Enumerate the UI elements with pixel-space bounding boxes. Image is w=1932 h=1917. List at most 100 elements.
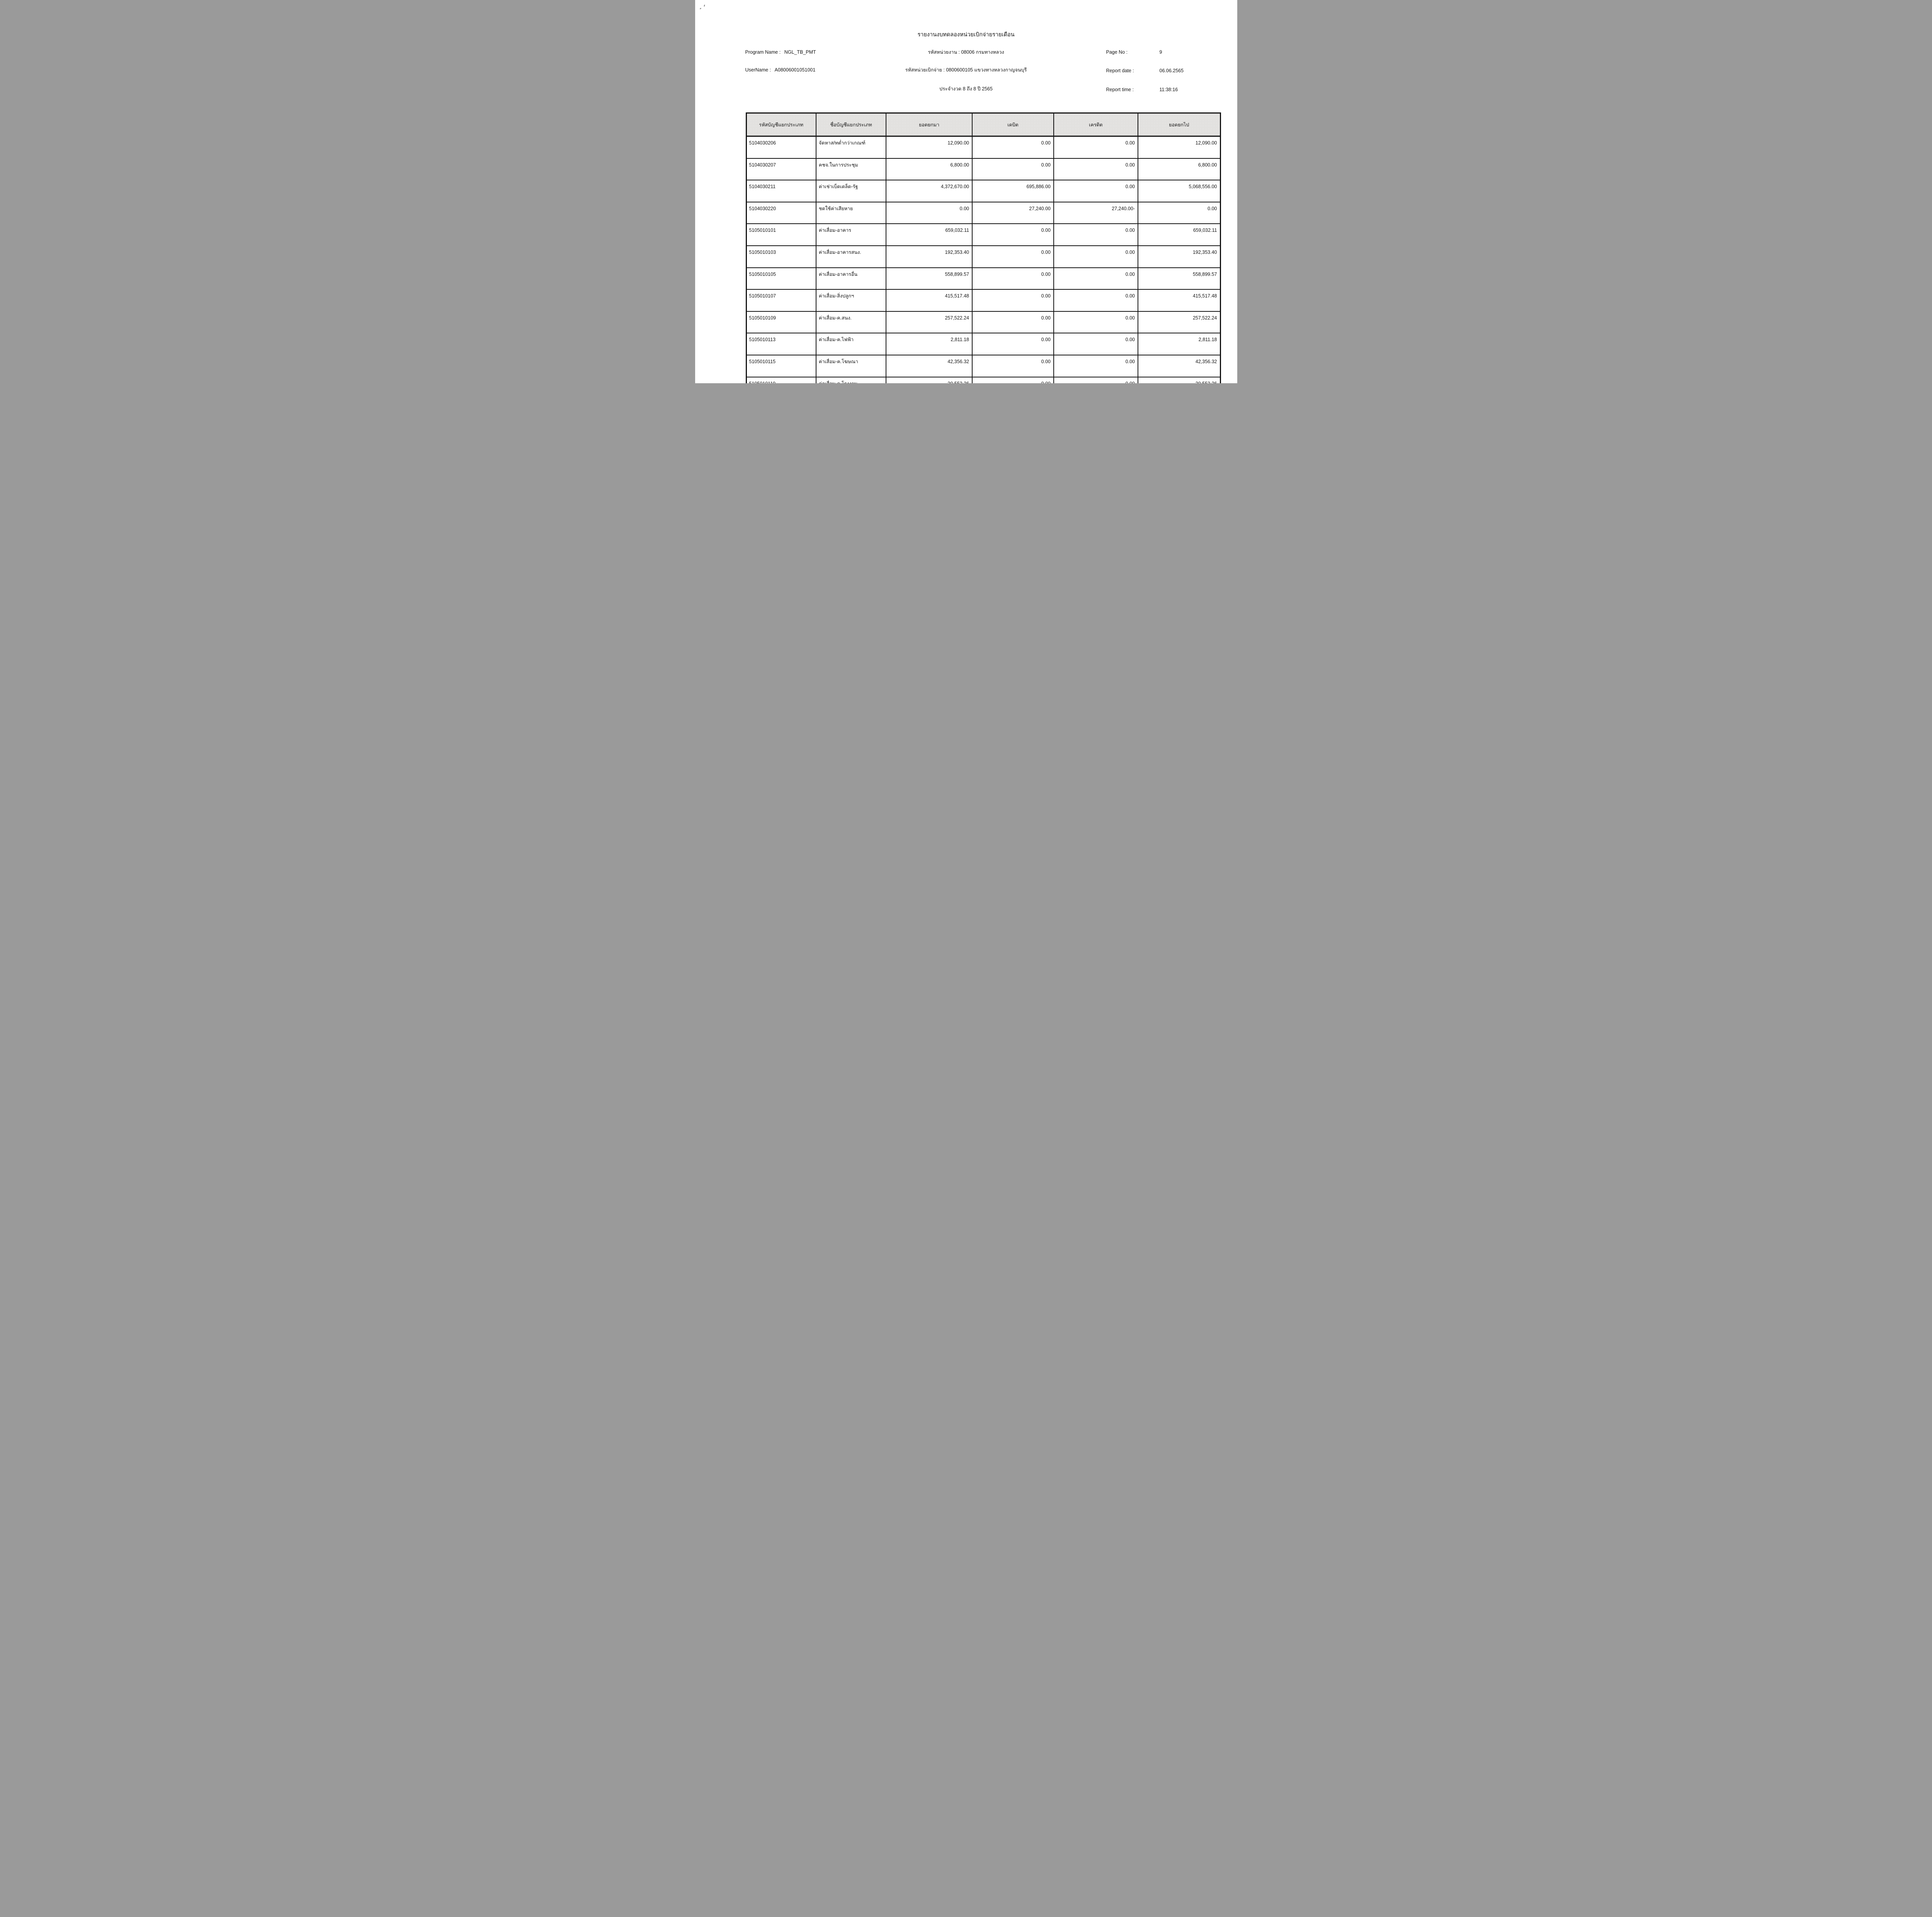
report-time-label: Report time :	[1106, 87, 1134, 92]
opening-balance-cell: 659,032.11	[886, 223, 973, 246]
table-row: 5104030206 จัดหาส/ทต่ำกว่าเกณฑ์ 12,090.00 0…	[746, 136, 1221, 159]
page-no-label: Page No :	[1106, 49, 1128, 55]
account-code-cell: 5105010119	[746, 376, 816, 383]
closing-balance-cell: 2,811.18	[1138, 333, 1221, 355]
account-code-cell: 5105010105	[746, 267, 816, 290]
table-row: 5105010119ค่าเสื่อม-ค.โรงงาน30,552.260.0…	[746, 376, 1221, 383]
disbursement-unit-line: รหัสหน่วยเบิกจ่าย : 0800600105 แขวงทางหล…	[905, 67, 1027, 73]
credit-cell: 0.00	[1053, 333, 1138, 355]
debit-cell: 695,886.00	[972, 180, 1054, 202]
table-row: 5105010103 ค่าเสื่อม-อาคารสนง. 192,353.40 0…	[746, 245, 1221, 268]
column-header: ยอดยกมา	[886, 112, 973, 137]
closing-balance-cell: 42,356.32	[1138, 354, 1221, 377]
account-name-cell: ค่าเสื่อม-ค.สนง.	[816, 311, 886, 334]
account-name-cell: ชดใช้ค่าเสียหาย	[816, 201, 886, 224]
opening-balance-cell: 0.00	[886, 201, 973, 224]
closing-balance-cell: 192,353.40	[1138, 245, 1221, 268]
opening-balance-cell: 2,811.18	[886, 333, 973, 355]
account-name-cell: ค่าเสื่อม-ค.โรงงาน	[816, 376, 886, 383]
report-page: รายงานงบทดลองหน่วยเบิกจ่ายรายเดือน Progr…	[695, 0, 1237, 383]
table-row: 5104030207 คชจ.ในการประชุม 6,800.00 0.00 0.0…	[746, 158, 1221, 181]
debit-cell: 0.00	[972, 289, 1054, 312]
account-code-cell: 5105010107	[746, 289, 816, 312]
username-line: UserName : A08006001051001	[745, 67, 816, 73]
opening-balance-cell: 415,517.48	[886, 289, 973, 312]
table-row: 5105010101 ค่าเสื่อม-อาคาร 659,032.11 0.00 0…	[746, 223, 1221, 246]
debit-cell: 0.00	[972, 376, 1054, 383]
opening-balance-cell: 6,800.00	[886, 158, 973, 181]
opening-balance-cell: 30,552.26	[886, 376, 973, 383]
credit-cell: 0.00	[1053, 223, 1138, 246]
account-code-cell: 5104030206	[746, 136, 816, 159]
account-name-cell: คชจ.ในการประชุม	[816, 158, 886, 181]
account-code-cell: 5104030207	[746, 158, 816, 181]
credit-cell: 0.00	[1053, 136, 1138, 159]
closing-balance-cell: 558,899.57	[1138, 267, 1221, 290]
table-row: 5105010109 ค่าเสื่อม-ค.สนง. 257,522.24 0.00…	[746, 311, 1221, 334]
closing-balance-cell: 257,522.24	[1138, 311, 1221, 334]
opening-balance-cell: 42,356.32	[886, 354, 973, 377]
debit-cell: 0.00	[972, 354, 1054, 377]
account-code-cell: 5105010101	[746, 223, 816, 246]
username-value: A08006001051001	[774, 67, 816, 73]
report-date-label: Report date :	[1106, 68, 1134, 73]
credit-cell: 27,240.00-	[1053, 201, 1138, 224]
table-row: 5105010113 ค่าเสื่อม-ค.ไฟฟ้า 2,811.18 0.00 0…	[746, 333, 1221, 355]
table-row: 5105010115 ค่าเสื่อม-ค.โฆษณา 42,356.32 0.00…	[746, 354, 1221, 377]
account-code-cell: 5105010113	[746, 333, 816, 355]
account-name-cell: ค่าเสื่อม-อาคาร	[816, 223, 886, 246]
closing-balance-cell: 0.00	[1138, 201, 1221, 224]
report-title: รายงานงบทดลองหน่วยเบิกจ่ายรายเดือน	[917, 32, 1015, 38]
debit-cell: 0.00	[972, 245, 1054, 268]
opening-balance-cell: 4,372,670.00	[886, 180, 973, 202]
program-name-label: Program Name :	[745, 49, 781, 55]
credit-cell: 0.00	[1053, 245, 1138, 268]
closing-balance-cell: 30,552.26	[1138, 376, 1221, 383]
table-row: 5105010107 ค่าเสื่อม-สิ่งปลูกฯ 415,517.48 0…	[746, 289, 1221, 312]
scan-artifact	[703, 4, 705, 7]
account-name-cell: ค่าเสื่อม-อาคารสนง.	[816, 245, 886, 268]
opening-balance-cell: 192,353.40	[886, 245, 973, 268]
column-header: ยอดยกไป	[1138, 112, 1221, 137]
table-row: 5104030220 ชดใช้ค่าเสียหาย 0.00 27,240.00 27…	[746, 201, 1221, 224]
account-code-cell: 5105010109	[746, 311, 816, 334]
account-name-cell: ค่าเสื่อม-อาคารอื่น	[816, 267, 886, 290]
report-date-value: 06.06.2565	[1159, 68, 1184, 73]
period-line: ประจำงวด 8 ถึง 8 ปี 2565	[939, 86, 993, 92]
opening-balance-cell: 558,899.57	[886, 267, 973, 290]
account-name-cell: ค่าเสื่อม-สิ่งปลูกฯ	[816, 289, 886, 312]
closing-balance-cell: 12,090.00	[1138, 136, 1221, 159]
credit-cell: 0.00	[1053, 311, 1138, 334]
closing-balance-cell: 659,032.11	[1138, 223, 1221, 246]
page-no-value: 9	[1159, 49, 1162, 55]
account-name-cell: ค่าเช่าเบ็ดเตล็ด-รัฐ	[816, 180, 886, 202]
username-label: UserName :	[745, 67, 771, 73]
debit-cell: 0.00	[972, 311, 1054, 334]
table-body: 5104030206 จัดหาส/ทต่ำกว่าเกณฑ์ 12,090.00 0…	[746, 136, 1221, 383]
credit-cell: 0.00	[1053, 289, 1138, 312]
scan-artifact	[699, 8, 701, 9]
debit-cell: 0.00	[972, 267, 1054, 290]
debit-cell: 0.00	[972, 136, 1054, 159]
opening-balance-cell: 257,522.24	[886, 311, 973, 334]
account-name-cell: ค่าเสื่อม-ค.ไฟฟ้า	[816, 333, 886, 355]
table-row: 5105010105 ค่าเสื่อม-อาคารอื่น 558,899.57 0…	[746, 267, 1221, 290]
report-time-value: 11:38:16	[1159, 87, 1178, 92]
column-header: ชื่อบัญชีแยกประเภท	[816, 112, 886, 137]
account-name-cell: จัดหาส/ทต่ำกว่าเกณฑ์	[816, 136, 886, 159]
account-code-cell: 5105010103	[746, 245, 816, 268]
opening-balance-cell: 12,090.00	[886, 136, 973, 159]
account-code-cell: 5104030220	[746, 201, 816, 224]
column-header: เครดิต	[1053, 112, 1138, 137]
agency-line: รหัสหน่วยงาน : 08006 กรมทางหลวง	[928, 49, 1004, 55]
closing-balance-cell: 415,517.48	[1138, 289, 1221, 312]
debit-cell: 27,240.00	[972, 201, 1054, 224]
debit-cell: 0.00	[972, 333, 1054, 355]
account-name-cell: ค่าเสื่อม-ค.โฆษณา	[816, 354, 886, 377]
table-row: 5104030211 ค่าเช่าเบ็ดเตล็ด-รัฐ 4,372,670.…	[746, 180, 1221, 202]
program-name-value: NGL_TB_PMT	[784, 49, 816, 55]
account-code-cell: 5105010115	[746, 354, 816, 377]
debit-cell: 0.00	[972, 158, 1054, 181]
credit-cell: 0.00	[1053, 267, 1138, 290]
column-header: เดบิต	[972, 112, 1054, 137]
